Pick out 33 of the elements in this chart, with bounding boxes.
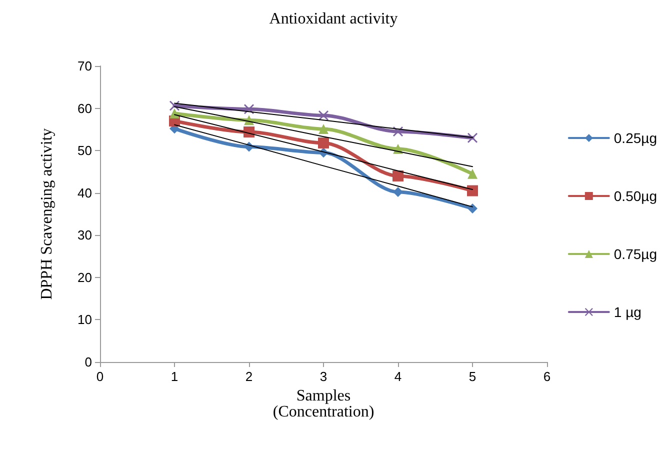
y-tick-label: 40 <box>78 185 92 200</box>
point <box>318 110 328 120</box>
x-tick-label: 0 <box>96 369 104 384</box>
point <box>318 124 328 134</box>
legend-label: 0.75µg <box>614 246 658 262</box>
point <box>468 132 478 143</box>
legend-label: 0.25µg <box>614 130 658 146</box>
chart-title: Antioxidant activity <box>269 10 398 28</box>
point <box>468 204 478 214</box>
y-tick-label: 20 <box>78 270 92 285</box>
point <box>170 108 180 118</box>
x-tick-label: 3 <box>320 369 328 384</box>
x-axis-title: Samples (Concentration) <box>272 387 374 420</box>
x-tick-label: 1 <box>170 369 178 384</box>
x-tick-label: 2 <box>245 369 253 384</box>
x-tick-label: 6 <box>543 369 551 384</box>
point <box>393 187 403 198</box>
x-tick-label: 4 <box>394 369 402 384</box>
y-axis-title: DPPH Scavenging activity <box>38 128 56 300</box>
x-tick-label: 5 <box>468 369 476 384</box>
y-tick-label: 30 <box>78 228 92 243</box>
y-tick-label: 10 <box>78 312 92 328</box>
point <box>467 185 478 196</box>
legend-label: 1 µg <box>614 304 642 320</box>
y-tick-label: 60 <box>78 100 92 116</box>
point <box>392 170 404 182</box>
y-tick-label: 0 <box>84 354 92 370</box>
legend-label: 0.50µg <box>614 188 658 204</box>
point <box>468 168 478 179</box>
y-tick-label: 50 <box>78 143 92 158</box>
point <box>318 137 329 148</box>
point <box>244 126 254 138</box>
y-tick-label: 70 <box>78 58 92 74</box>
